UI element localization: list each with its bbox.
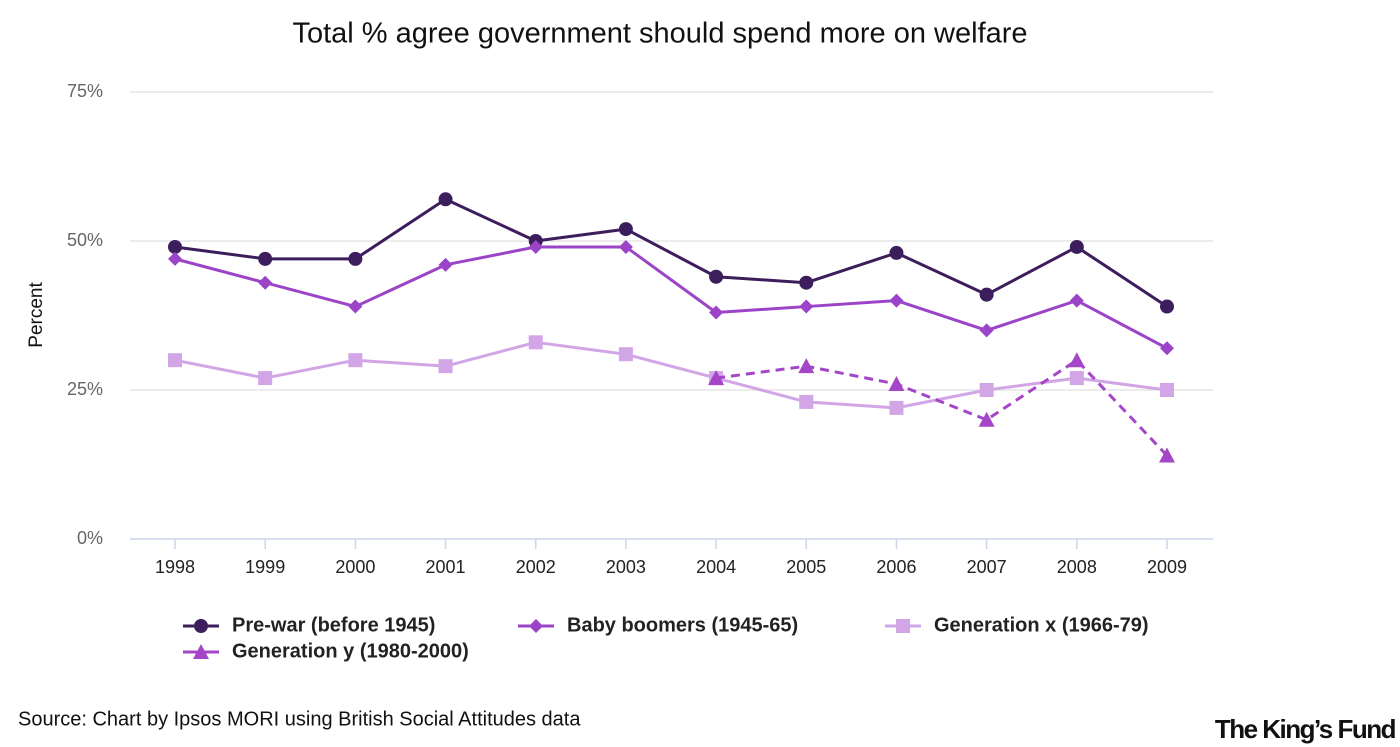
legend-marker: [194, 619, 208, 633]
x-tick-label: 2005: [786, 557, 826, 577]
data-point: [799, 275, 814, 290]
data-point: [1160, 299, 1174, 314]
series-line: [174, 245, 1168, 350]
data-point: [709, 269, 724, 284]
data-point: [1160, 383, 1174, 397]
data-point: [798, 358, 815, 374]
data-point: [889, 245, 904, 260]
legend-label: Baby boomers (1945-65): [567, 614, 798, 636]
legend-label: Pre-war (before 1945): [232, 614, 435, 636]
legend-label: Generation y (1980-2000): [232, 640, 469, 662]
data-point: [258, 251, 273, 266]
legend-marker: [193, 644, 209, 659]
data-point: [528, 239, 543, 254]
data-point: [978, 411, 995, 427]
data-point: [528, 335, 543, 350]
legend-marker: [529, 619, 543, 633]
x-tick-label: 2009: [1147, 557, 1187, 577]
x-tick-label: 2001: [426, 557, 466, 577]
data-point: [1069, 293, 1084, 308]
data-point: [618, 347, 633, 362]
y-tick-label: 75%: [67, 81, 103, 101]
logo: The King’s Fund: [1215, 714, 1396, 744]
data-point: [168, 251, 182, 266]
data-point: [618, 222, 633, 237]
data-point: [1068, 352, 1085, 368]
data-point: [1159, 447, 1175, 463]
data-point: [799, 299, 814, 314]
data-point: [348, 299, 363, 314]
legend-label: Generation x (1966-79): [934, 614, 1149, 636]
data-point: [889, 400, 904, 415]
data-point: [1160, 341, 1174, 356]
data-point: [708, 370, 725, 386]
data-point: [438, 359, 453, 374]
y-tick-label: 25%: [67, 379, 103, 399]
data-point: [168, 353, 182, 368]
chart-title: Total % agree government should spend mo…: [292, 18, 1027, 50]
data-point: [979, 323, 994, 338]
data-point: [1069, 371, 1084, 386]
data-point: [348, 251, 363, 266]
y-axis-label: Percent: [26, 282, 47, 348]
x-tick-label: 2007: [967, 557, 1007, 577]
x-tick-label: 1998: [155, 557, 195, 577]
data-point: [1069, 239, 1084, 254]
x-tick-label: 2003: [606, 557, 646, 577]
data-point: [709, 305, 724, 320]
legend-marker: [896, 619, 910, 633]
y-tick-label: 50%: [67, 230, 103, 250]
data-point: [438, 257, 453, 272]
data-point: [258, 275, 273, 290]
data-point: [618, 239, 633, 254]
data-point: [438, 192, 453, 207]
data-point: [888, 376, 905, 392]
data-point: [799, 394, 814, 409]
series-line: [715, 358, 1169, 457]
x-tick-label: 2004: [696, 557, 736, 577]
x-tick-label: 2002: [516, 557, 556, 577]
data-point: [979, 383, 994, 397]
x-tick-label: 2008: [1057, 557, 1097, 577]
data-point: [168, 239, 182, 254]
data-point: [258, 371, 273, 386]
series-line: [174, 197, 1168, 308]
y-tick-label: 0%: [77, 528, 103, 548]
x-tick-label: 1999: [245, 557, 285, 577]
x-tick-label: 2000: [335, 557, 375, 577]
source-note: Source: Chart by Ipsos MORI using Britis…: [18, 708, 581, 730]
x-tick-label: 2006: [876, 557, 916, 577]
data-point: [979, 287, 994, 302]
series-line: [174, 340, 1168, 410]
data-point: [889, 293, 904, 308]
data-point: [348, 353, 363, 368]
